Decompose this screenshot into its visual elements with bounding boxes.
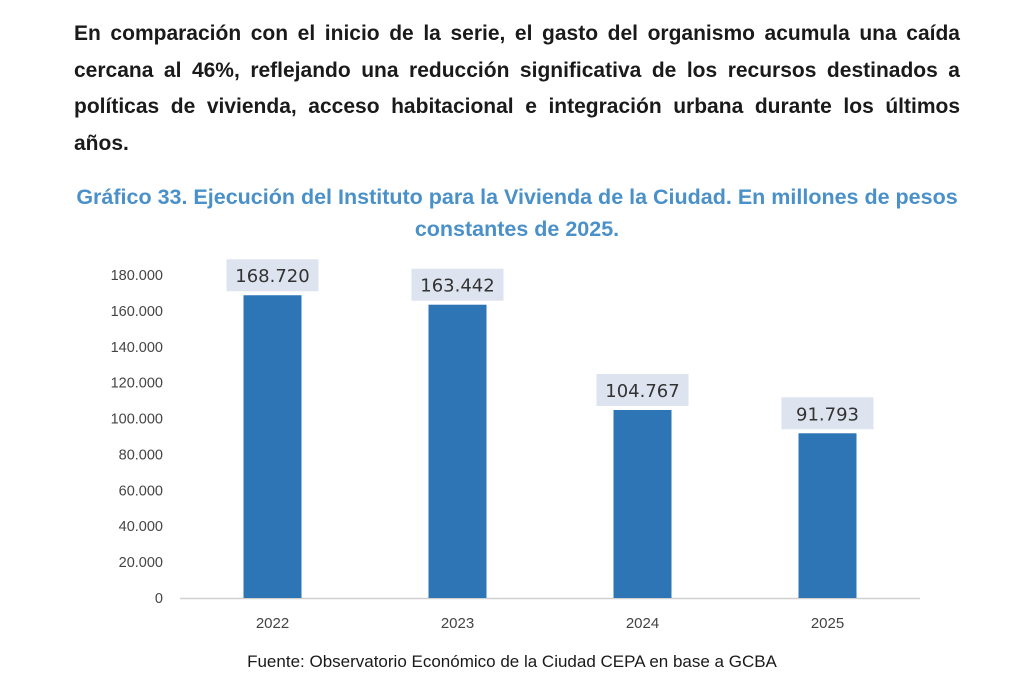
intro-paragraph: En comparación con el inicio de la serie… [74, 22, 960, 155]
bar [428, 304, 487, 598]
y-tick-label: 160.000 [111, 304, 163, 320]
bar [798, 433, 857, 598]
source-note: Fuente: Observatorio Económico de la Ciu… [247, 652, 777, 671]
bar [243, 295, 302, 598]
data-label-box [781, 397, 874, 430]
y-tick-label: 120.000 [111, 376, 163, 392]
y-tick-label: 100.000 [111, 412, 163, 428]
data-label-box [411, 268, 504, 301]
bar [613, 410, 672, 598]
x-tick-label: 2024 [626, 615, 659, 632]
chart-title: Gráfico 33. Ejecución del Instituto para… [76, 185, 958, 241]
x-tick-label: 2022 [256, 615, 289, 632]
x-tick-label: 2023 [441, 615, 474, 632]
y-tick-label: 40.000 [119, 519, 163, 535]
y-tick-label: 0 [155, 591, 163, 607]
data-label: 91.793 [796, 404, 859, 425]
data-label-box [226, 259, 319, 292]
x-tick-label: 2025 [811, 615, 844, 632]
y-tick-label: 180.000 [111, 268, 163, 284]
y-tick-label: 80.000 [119, 447, 163, 463]
y-tick-label: 20.000 [119, 555, 163, 571]
y-tick-label: 140.000 [111, 340, 163, 356]
data-label-box [596, 374, 689, 407]
y-tick-label: 60.000 [119, 483, 163, 499]
data-label: 168.720 [235, 266, 309, 287]
data-label: 104.767 [605, 381, 679, 402]
data-label: 163.442 [420, 276, 494, 297]
